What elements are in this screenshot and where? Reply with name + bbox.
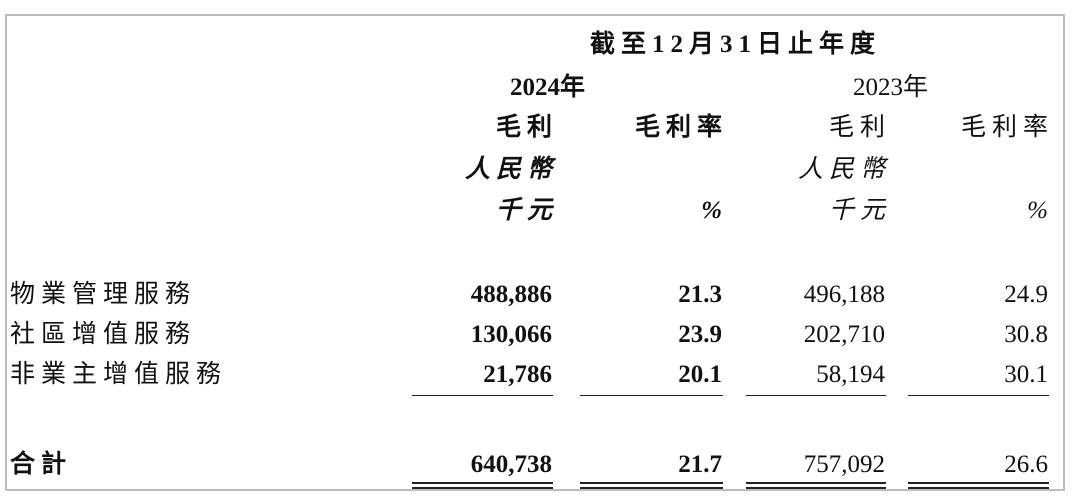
subtotal-rule bbox=[580, 395, 723, 396]
total-double-rule bbox=[908, 482, 1049, 489]
col1-unit: 千元 bbox=[495, 197, 558, 224]
table-frame bbox=[5, 14, 1065, 491]
total-double-rule bbox=[746, 482, 886, 489]
subtotal-rule bbox=[746, 395, 886, 396]
cell: 30.8 bbox=[1004, 321, 1048, 348]
col2-unit: % bbox=[701, 197, 722, 224]
col1-label: 毛利 bbox=[495, 114, 558, 141]
cell: 24.9 bbox=[1004, 281, 1048, 308]
col4-label: 毛利率 bbox=[960, 114, 1054, 141]
total-double-rule bbox=[412, 482, 553, 489]
cell: 496,188 bbox=[803, 281, 885, 308]
row-label: 物業管理服務 bbox=[10, 281, 197, 308]
col3-currency: 人民幣 bbox=[797, 156, 891, 183]
col4-unit: % bbox=[1027, 197, 1048, 224]
cell: 130,066 bbox=[470, 321, 552, 348]
cell: 21.3 bbox=[678, 281, 722, 308]
cell: 30.1 bbox=[1004, 361, 1048, 388]
col2-label: 毛利率 bbox=[634, 114, 728, 141]
cell: 23.9 bbox=[678, 321, 722, 348]
col1-currency: 人民幣 bbox=[464, 156, 558, 183]
col3-unit: 千元 bbox=[828, 197, 891, 224]
cell: 21,786 bbox=[483, 361, 552, 388]
cell: 202,710 bbox=[803, 321, 885, 348]
cell: 757,092 bbox=[803, 451, 885, 478]
cell: 58,194 bbox=[816, 361, 885, 388]
total-double-rule bbox=[580, 482, 723, 489]
year-2023-header: 2023年 bbox=[853, 74, 929, 101]
cell: 21.7 bbox=[678, 451, 722, 478]
subtotal-rule bbox=[412, 395, 553, 396]
row-label: 非業主增值服務 bbox=[10, 361, 228, 388]
cell: 26.6 bbox=[1004, 451, 1048, 478]
row-label: 社區增值服務 bbox=[10, 321, 197, 348]
year-2024-header: 2024年 bbox=[510, 74, 586, 101]
col3-label: 毛利 bbox=[828, 114, 891, 141]
cell: 488,886 bbox=[470, 281, 552, 308]
cell: 640,738 bbox=[470, 451, 552, 478]
subtotal-rule bbox=[908, 395, 1049, 396]
cell: 20.1 bbox=[678, 361, 722, 388]
total-label: 合計 bbox=[10, 451, 73, 478]
period-header: 截至12月31日止年度 bbox=[590, 31, 882, 58]
